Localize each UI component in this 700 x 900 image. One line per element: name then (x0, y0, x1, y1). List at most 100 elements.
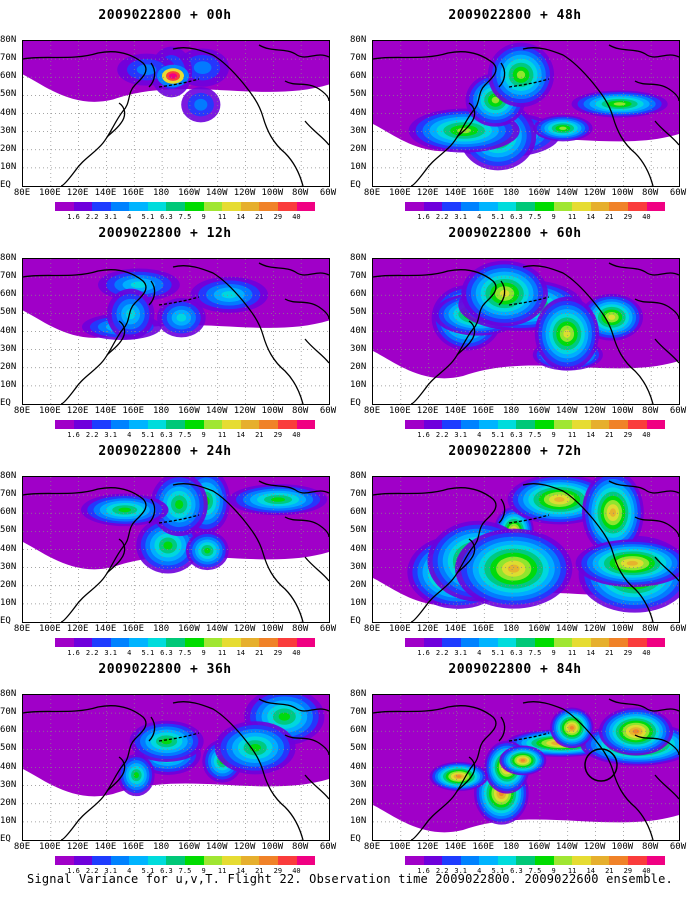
color-scale-label: 14 (586, 431, 595, 439)
latitude-label: 60N (350, 725, 367, 736)
aleutian-islands (158, 732, 200, 742)
longitude-label: 60W (319, 842, 337, 852)
color-swatch (203, 420, 223, 429)
latitude-labels: 80N 70N 60N 50N 40N 30N 20N 10N EQ (0, 254, 22, 408)
color-swatch (572, 856, 591, 865)
longitude-label: 120E (66, 406, 89, 416)
color-scale-label: 29 (623, 649, 633, 657)
color-scale-bar (405, 638, 666, 647)
latitude-label: 20N (0, 797, 17, 808)
north-america-coastline (172, 47, 304, 186)
longitude-label: 120W (233, 188, 256, 198)
latitude-label: 10N (0, 815, 17, 826)
longitude-label: 100W (611, 406, 634, 416)
color-scale-labels: 1.6 2.2 3.1 4 5.1 6.3 7.5 9 11 14 21 29 40 (55, 649, 315, 657)
color-swatch (296, 638, 316, 647)
longitude-label: 100W (261, 406, 284, 416)
panel-title: 2009022800 + 24h (98, 444, 232, 459)
color-swatch (405, 202, 424, 211)
color-swatch (646, 638, 666, 647)
variance-contour (613, 102, 626, 106)
latitude-labels: 80N 70N 60N 50N 40N 30N 20N 10N EQ (0, 690, 22, 844)
longitude-label: 120W (583, 624, 606, 634)
color-scale-label: 21 (605, 213, 614, 221)
longitude-label: 140W (555, 842, 578, 852)
latitude-label: 60N (350, 507, 367, 518)
color-scale-label: 11 (217, 213, 227, 221)
color-scale-label: 3.1 (454, 213, 468, 221)
variance-map (372, 258, 680, 405)
longitude-label: 100E (388, 842, 411, 852)
asia-coastline (373, 705, 497, 840)
kamchatka-coastline (498, 62, 506, 88)
color-swatch (423, 420, 443, 429)
color-scale-labels: 1.6 2.2 3.1 4 5.1 6.3 7.5 9 11 14 21 29 40 (405, 649, 665, 657)
kamchatka-coastline (148, 498, 156, 524)
longitude-label: 100W (611, 188, 634, 198)
color-scale-label: 5.1 (141, 867, 155, 875)
color-swatch (73, 420, 93, 429)
variance-contour (563, 329, 571, 338)
asia-coastline (23, 51, 147, 186)
latitude-label: 40N (0, 761, 17, 772)
latitude-label: 80N (350, 689, 367, 699)
map-panel: 2009022800 + 60h 80N 70N 60N 50N 40N 30N 20N 10N… (350, 226, 686, 439)
longitude-label: 140E (94, 624, 117, 634)
variance-contour (516, 70, 526, 79)
color-swatch (572, 420, 591, 429)
canada-coastline (258, 480, 329, 582)
north-america-coastline (522, 47, 654, 186)
color-swatch (166, 856, 186, 865)
longitude-label: 160W (178, 842, 200, 852)
latitude-label: 70N (0, 489, 17, 500)
color-scale-label: 40 (642, 649, 651, 657)
longitude-label: 180 (152, 624, 170, 634)
longitude-labels: 80E 100E 120E 140E 160E 180 160W 140W 120W 100W 80… (362, 624, 688, 634)
color-swatch (553, 856, 573, 865)
color-scale-label: 3.1 (454, 431, 468, 439)
latitude-label: EQ (0, 834, 11, 844)
color-scale-label: 5.1 (491, 431, 505, 439)
color-scale-label: 5.1 (491, 213, 505, 221)
figure-caption: Signal Variance for u,v,T. Flight 22. Ob… (27, 872, 673, 886)
longitude-label: 160W (178, 406, 200, 416)
latitude-label: 70N (0, 271, 17, 282)
canada-coastline (258, 698, 329, 800)
color-swatch (553, 202, 573, 211)
color-swatch (203, 856, 223, 865)
canada-coastline (608, 698, 679, 800)
color-scale-label: 9 (201, 867, 206, 875)
japan-coastline (456, 102, 476, 138)
longitude-label: 60W (669, 406, 687, 416)
color-swatch (296, 420, 316, 429)
color-swatch (129, 638, 148, 647)
color-scale-label: 7.5 (178, 649, 192, 657)
color-scale-label: 40 (292, 213, 301, 221)
color-scale-label: 29 (623, 867, 633, 875)
latitude-label: 60N (350, 289, 367, 300)
color-scale-label: 2.2 (85, 867, 99, 875)
longitude-label: 120E (416, 624, 439, 634)
color-scale-label: 6.3 (160, 213, 173, 221)
color-swatch (442, 420, 461, 429)
canada-coastline (258, 262, 329, 364)
color-swatch (259, 420, 278, 429)
color-swatch (203, 202, 223, 211)
latitude-label: 30N (0, 561, 17, 572)
color-swatch (240, 202, 260, 211)
aleutian-islands (158, 78, 200, 88)
latitude-label: 60N (0, 289, 17, 300)
color-scale-label: 6.3 (160, 649, 173, 657)
latitude-label: EQ (350, 616, 361, 626)
longitude-label: 160W (178, 624, 200, 634)
longitude-label: 160W (178, 188, 200, 198)
color-scale-label: 6.3 (510, 649, 523, 657)
latitude-label: 20N (0, 579, 17, 590)
color-scale-bar (55, 638, 316, 647)
variance-contour (554, 496, 565, 502)
panel-title: 2009022800 + 12h (98, 226, 232, 241)
color-scale-bar (55, 856, 316, 865)
color-swatch (646, 856, 666, 865)
color-scale-label: 5.1 (141, 213, 155, 221)
color-scale-label: 29 (273, 867, 283, 875)
